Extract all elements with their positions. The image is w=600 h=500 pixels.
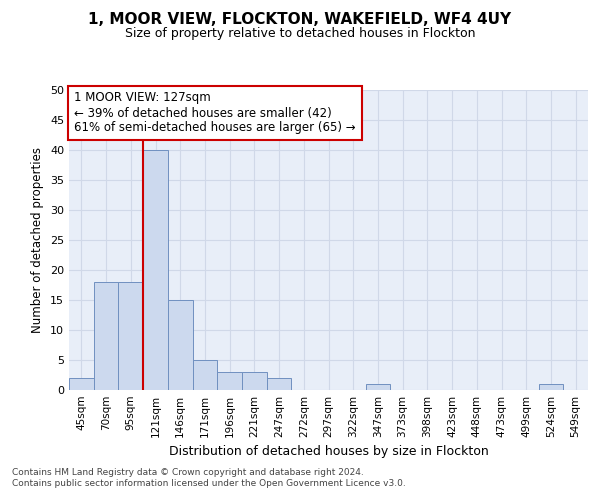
Bar: [118, 282, 143, 390]
Bar: [365, 384, 390, 390]
Bar: [143, 150, 168, 390]
Text: Contains HM Land Registry data © Crown copyright and database right 2024.
Contai: Contains HM Land Registry data © Crown c…: [12, 468, 406, 487]
Bar: [168, 300, 193, 390]
Text: Size of property relative to detached houses in Flockton: Size of property relative to detached ho…: [125, 28, 475, 40]
Bar: [193, 360, 217, 390]
Bar: [242, 372, 267, 390]
Text: 1 MOOR VIEW: 127sqm
← 39% of detached houses are smaller (42)
61% of semi-detach: 1 MOOR VIEW: 127sqm ← 39% of detached ho…: [74, 92, 356, 134]
Bar: [94, 282, 118, 390]
Y-axis label: Number of detached properties: Number of detached properties: [31, 147, 44, 333]
Bar: [69, 378, 94, 390]
Bar: [539, 384, 563, 390]
Text: 1, MOOR VIEW, FLOCKTON, WAKEFIELD, WF4 4UY: 1, MOOR VIEW, FLOCKTON, WAKEFIELD, WF4 4…: [88, 12, 512, 28]
Bar: [217, 372, 242, 390]
Bar: [267, 378, 292, 390]
X-axis label: Distribution of detached houses by size in Flockton: Distribution of detached houses by size …: [169, 446, 488, 458]
